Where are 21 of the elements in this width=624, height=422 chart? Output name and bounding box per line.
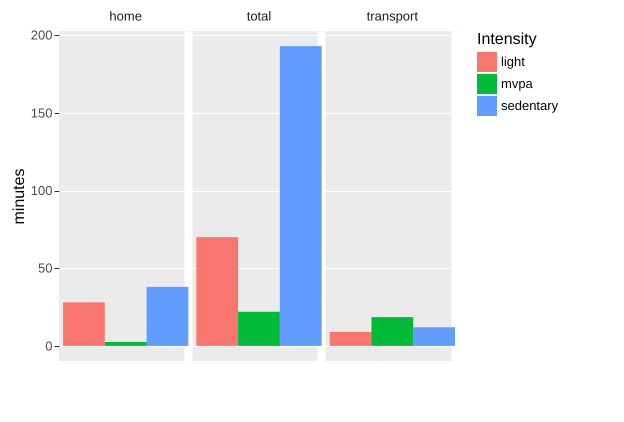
legend-label: mvpa [501, 76, 534, 91]
bar [196, 237, 238, 346]
y-tick-label: 150 [30, 105, 52, 120]
x-tick-label: home [109, 8, 142, 24]
y-tick-label: 50 [38, 260, 52, 276]
y-tick-label: 100 [30, 183, 52, 198]
bar [146, 286, 188, 346]
bar [413, 327, 455, 346]
y-tick-label: 200 [30, 28, 52, 43]
legend-label: light [501, 54, 526, 69]
bar [371, 317, 414, 346]
legend-label: sedentary [501, 98, 559, 113]
bar [104, 342, 147, 346]
bar [330, 332, 372, 346]
legend-title: Intensity [477, 31, 537, 48]
y-tick-label: 0 [45, 338, 52, 354]
y-axis-title: minutes [10, 168, 28, 225]
bar [63, 302, 105, 346]
bar [238, 312, 280, 346]
x-tick-label: total [246, 8, 272, 24]
x-tick-label: transport [366, 8, 418, 24]
